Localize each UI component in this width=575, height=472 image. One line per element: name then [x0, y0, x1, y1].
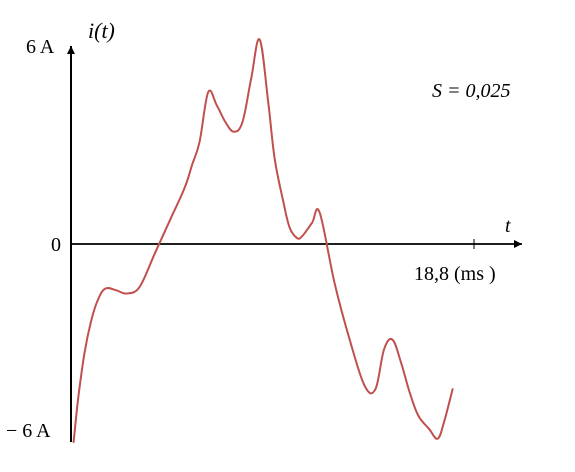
y-tick-bottom: − 6 A: [6, 420, 51, 442]
x-axis-label: t: [505, 215, 511, 237]
y-axis-label: i(t): [88, 18, 115, 43]
annotation-s: S = 0,025: [432, 80, 511, 102]
y-tick-zero: 0: [51, 234, 61, 256]
x-tick-label: 18,8 (ms ): [414, 263, 496, 285]
y-tick-top: 6 A: [26, 36, 55, 58]
series-line: [72, 38, 454, 443]
